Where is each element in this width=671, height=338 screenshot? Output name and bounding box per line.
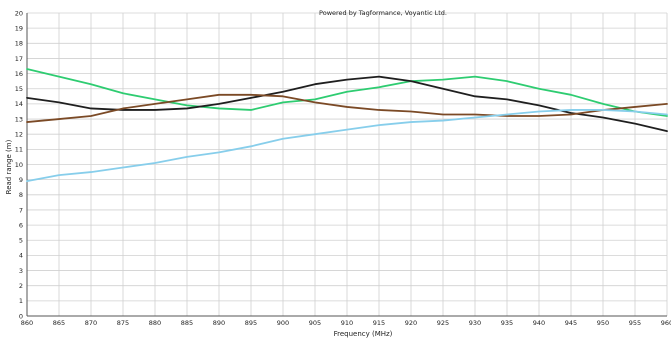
- x-tick-label: 890: [213, 319, 225, 327]
- x-tick-label: 860: [21, 319, 33, 327]
- y-tick-label: 10: [15, 161, 23, 169]
- x-tick-label: 900: [277, 319, 289, 327]
- x-tick-label: 905: [309, 319, 321, 327]
- y-tick-label: 16: [15, 70, 23, 78]
- y-tick-label: 5: [19, 237, 23, 245]
- x-tick-label: 875: [117, 319, 129, 327]
- x-tick-label: 935: [501, 319, 513, 327]
- y-tick-label: 15: [15, 85, 23, 93]
- y-tick-label: 17: [15, 55, 23, 63]
- x-tick-label: 895: [245, 319, 257, 327]
- grid-lines: [26, 12, 668, 317]
- y-tick-label: 0: [19, 312, 23, 320]
- x-tick-label: 955: [629, 319, 641, 327]
- y-tick-label: 3: [19, 267, 23, 275]
- axes: [26, 13, 667, 317]
- y-tick-label: 1: [19, 297, 23, 305]
- y-tick-label: 18: [15, 40, 23, 48]
- y-tick-label: 14: [15, 100, 23, 108]
- credit-text: Powered by Tagformance, Voyantic Ltd.: [319, 9, 447, 17]
- x-tick-label: 865: [53, 319, 65, 327]
- x-tick-label: 880: [149, 319, 161, 327]
- series-line-3: [26, 93, 668, 123]
- x-tick-label: 945: [565, 319, 577, 327]
- y-tick-label: 12: [15, 131, 23, 139]
- x-tick-label: 885: [181, 319, 193, 327]
- x-axis-title: Frequency (MHz): [334, 330, 393, 338]
- data-series: [26, 68, 668, 183]
- x-tick-label: 960: [661, 319, 671, 327]
- x-tick-label: 925: [437, 319, 449, 327]
- x-tick-label: 950: [597, 319, 609, 327]
- y-tick-label: 2: [19, 282, 23, 290]
- x-tick-label: 915: [373, 319, 385, 327]
- y-tick-label: 7: [19, 206, 23, 214]
- y-tick-label: 11: [15, 146, 23, 154]
- y-axis-title: Read range (m): [5, 139, 13, 194]
- x-tick-label: 940: [533, 319, 545, 327]
- x-tick-label: 910: [341, 319, 353, 327]
- x-tick-label: 870: [85, 319, 97, 327]
- y-tick-label: 4: [19, 252, 23, 260]
- y-tick-label: 8: [19, 191, 23, 199]
- x-tick-label: 930: [469, 319, 481, 327]
- tick-labels: 860 865 870 875 880 885 890 895 900 905 910 915 920 9…: [15, 9, 671, 327]
- y-tick-label: 9: [19, 176, 23, 184]
- y-tick-label: 20: [15, 9, 23, 17]
- y-tick-label: 6: [19, 221, 23, 229]
- y-tick-label: 19: [15, 24, 23, 32]
- series-line-4: [26, 109, 668, 183]
- y-tick-label: 13: [15, 115, 23, 123]
- x-tick-label: 920: [405, 319, 417, 327]
- series-line-1: [26, 68, 668, 117]
